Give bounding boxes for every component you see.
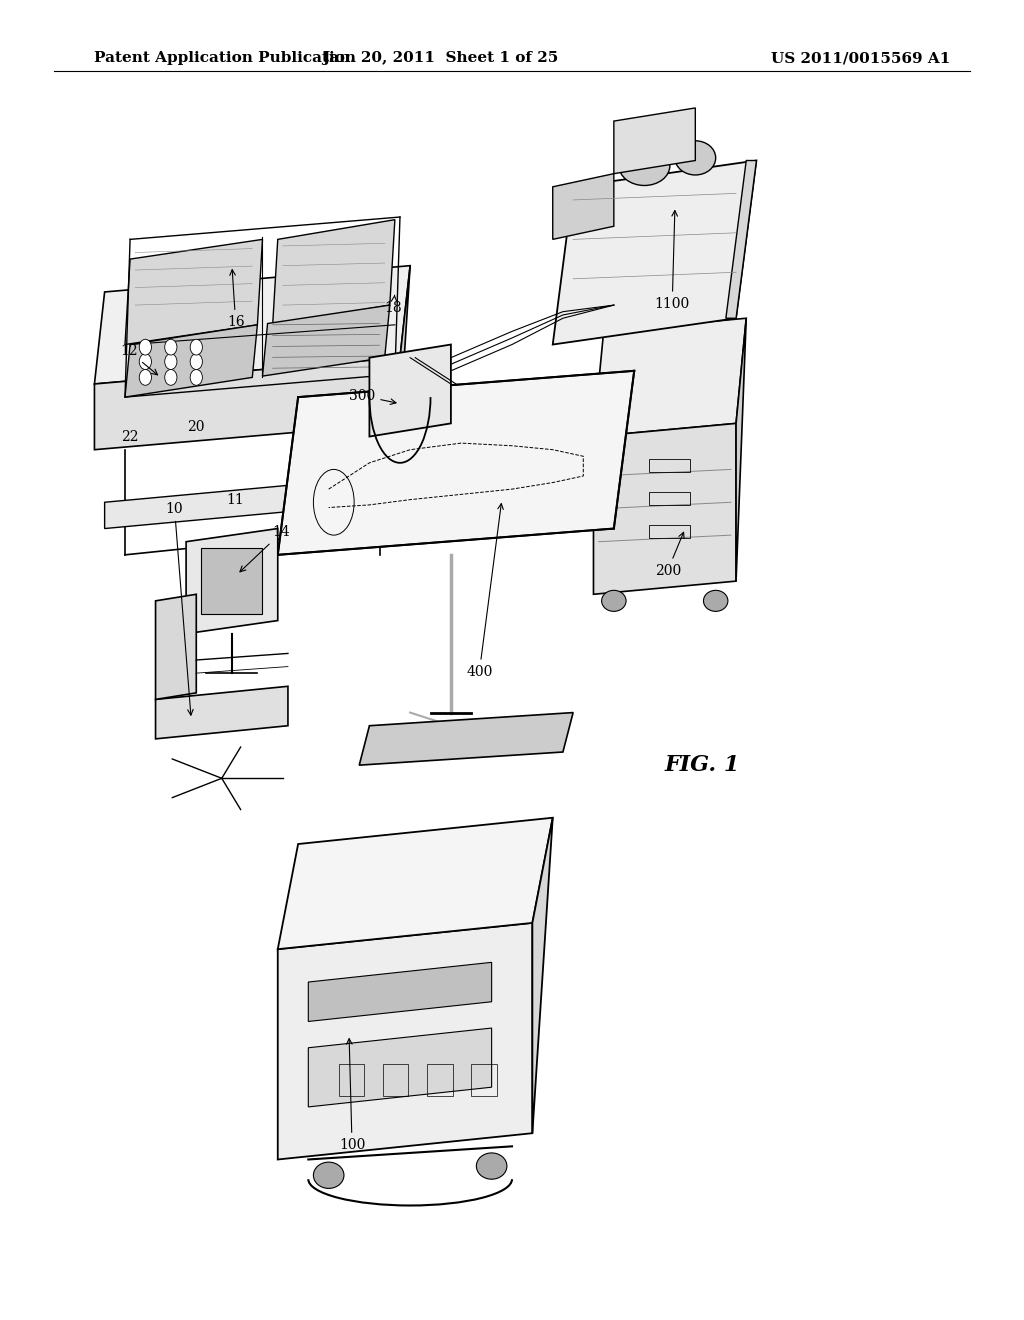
- Bar: [339, 1064, 365, 1097]
- Circle shape: [190, 354, 203, 370]
- Polygon shape: [594, 318, 746, 437]
- Circle shape: [165, 370, 177, 385]
- Text: 200: 200: [654, 532, 684, 578]
- Polygon shape: [370, 345, 451, 437]
- Polygon shape: [553, 174, 613, 239]
- Polygon shape: [613, 108, 695, 174]
- Polygon shape: [308, 1028, 492, 1107]
- Text: 14: 14: [240, 525, 291, 572]
- Ellipse shape: [313, 1162, 344, 1188]
- Text: 10: 10: [166, 502, 194, 715]
- Polygon shape: [308, 962, 492, 1022]
- Polygon shape: [125, 325, 257, 397]
- Polygon shape: [272, 219, 395, 325]
- Polygon shape: [156, 686, 288, 739]
- Ellipse shape: [476, 1152, 507, 1179]
- Polygon shape: [726, 161, 757, 318]
- Circle shape: [190, 339, 203, 355]
- Text: 1100: 1100: [654, 210, 690, 310]
- Text: Jan. 20, 2011  Sheet 1 of 25: Jan. 20, 2011 Sheet 1 of 25: [323, 51, 559, 66]
- Circle shape: [139, 339, 152, 355]
- Polygon shape: [736, 318, 746, 581]
- Text: 100: 100: [339, 1039, 366, 1152]
- Polygon shape: [94, 265, 411, 384]
- Bar: [471, 1064, 497, 1097]
- Circle shape: [165, 339, 177, 355]
- Ellipse shape: [703, 590, 728, 611]
- Ellipse shape: [675, 141, 716, 176]
- Polygon shape: [400, 265, 411, 424]
- Text: Patent Application Publication: Patent Application Publication: [94, 51, 356, 66]
- Text: 12: 12: [120, 345, 158, 375]
- Text: 22: 22: [121, 429, 139, 444]
- Text: 20: 20: [187, 420, 205, 434]
- Bar: [427, 1064, 453, 1097]
- Polygon shape: [553, 161, 757, 345]
- Polygon shape: [94, 358, 400, 450]
- Polygon shape: [278, 817, 553, 949]
- Bar: [383, 1064, 409, 1097]
- Circle shape: [139, 354, 152, 370]
- Text: US 2011/0015569 A1: US 2011/0015569 A1: [770, 51, 950, 66]
- Text: 11: 11: [226, 492, 244, 507]
- Text: 18: 18: [385, 296, 402, 314]
- Polygon shape: [278, 923, 532, 1159]
- Bar: [649, 524, 690, 537]
- Polygon shape: [278, 371, 634, 554]
- Text: FIG. 1: FIG. 1: [665, 754, 740, 776]
- Polygon shape: [125, 239, 262, 345]
- Polygon shape: [359, 713, 573, 766]
- Circle shape: [165, 354, 177, 370]
- Polygon shape: [186, 528, 278, 634]
- Bar: [649, 459, 690, 473]
- Text: 300: 300: [349, 388, 396, 404]
- Polygon shape: [262, 305, 390, 376]
- Ellipse shape: [602, 590, 626, 611]
- Circle shape: [190, 370, 203, 385]
- Polygon shape: [156, 594, 197, 700]
- Circle shape: [139, 370, 152, 385]
- Ellipse shape: [618, 147, 670, 186]
- Text: 400: 400: [466, 504, 504, 678]
- Text: 16: 16: [227, 269, 245, 329]
- Polygon shape: [532, 817, 553, 1133]
- Bar: [649, 492, 690, 504]
- Polygon shape: [594, 424, 736, 594]
- Bar: [202, 548, 262, 614]
- Polygon shape: [104, 477, 390, 528]
